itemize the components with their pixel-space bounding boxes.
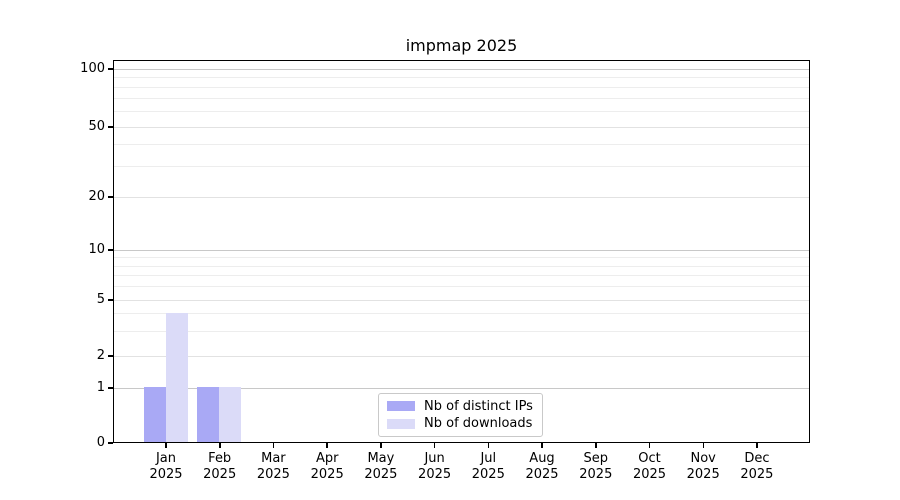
- y-tick-label: 2: [96, 348, 105, 363]
- y-tick-mark: [108, 249, 113, 251]
- y-tick-mark: [108, 196, 113, 198]
- x-tick-mark: [595, 443, 597, 448]
- x-tick-mark: [219, 443, 221, 448]
- y-tick-mark: [108, 299, 113, 301]
- gridline-major: [114, 68, 809, 70]
- gridline-major: [114, 387, 809, 389]
- x-tick-label: May 2025: [364, 451, 398, 482]
- chart-title: impmap 2025: [405, 36, 518, 55]
- legend-swatch-nb-of-distinct-ips: [387, 401, 415, 412]
- x-tick-label: Nov 2025: [686, 451, 720, 482]
- x-tick-label: Jun 2025: [418, 451, 452, 482]
- gridline-minor: [114, 77, 809, 79]
- gridline-minor: [114, 111, 809, 113]
- gridline-minor: [114, 313, 809, 315]
- bar-nb-of-distinct-ips: [197, 387, 220, 442]
- x-tick-mark: [272, 443, 275, 448]
- y-tick-label: 0: [96, 435, 105, 450]
- gridline-major: [114, 249, 809, 251]
- legend-label: Nb of distinct IPs: [424, 398, 533, 414]
- gridline-minor: [114, 286, 809, 288]
- gridline-minor: [114, 87, 809, 89]
- x-tick-label: Jul 2025: [471, 451, 505, 482]
- gridline-mid: [114, 196, 809, 198]
- gridline-mid: [114, 355, 809, 357]
- x-tick-mark: [756, 443, 758, 448]
- x-tick-mark: [702, 443, 704, 448]
- x-tick-mark: [433, 443, 436, 448]
- gridline-minor: [114, 143, 809, 145]
- gridline-minor: [114, 275, 809, 277]
- legend: Nb of distinct IPs Nb of downloads: [378, 393, 543, 437]
- y-tick-mark: [108, 126, 113, 128]
- gridline-minor: [114, 98, 809, 100]
- bar-nb-of-distinct-ips: [143, 387, 166, 442]
- y-tick-label: 1: [96, 380, 105, 395]
- bar-nb-of-downloads: [165, 312, 188, 442]
- y-tick-label: 10: [88, 242, 105, 257]
- legend-swatch-nb-of-downloads: [387, 418, 415, 429]
- x-tick-mark: [541, 443, 543, 448]
- y-tick-mark: [108, 68, 113, 70]
- y-tick-label: 100: [80, 61, 105, 76]
- legend-row: Nb of downloads: [387, 416, 534, 431]
- gridline-minor: [114, 265, 809, 267]
- bar-nb-of-downloads: [219, 387, 242, 442]
- y-tick-mark: [108, 355, 113, 357]
- x-tick-label: Aug 2025: [525, 451, 559, 482]
- x-tick-mark: [648, 443, 651, 448]
- legend-label: Nb of downloads: [424, 416, 533, 432]
- x-tick-label: Oct 2025: [632, 451, 667, 482]
- x-tick-mark: [380, 443, 382, 448]
- y-tick-label: 20: [88, 189, 105, 204]
- x-tick-label: Feb 2025: [203, 451, 237, 482]
- y-tick-label: 50: [88, 119, 105, 134]
- x-tick-mark: [487, 443, 490, 448]
- gridline-minor: [114, 330, 809, 332]
- y-tick-mark: [108, 387, 113, 389]
- gridline-minor: [114, 165, 809, 167]
- gridline-mid: [114, 126, 809, 128]
- y-tick-mark: [108, 442, 113, 444]
- x-tick-mark: [326, 443, 328, 448]
- gridline-mid: [114, 299, 809, 301]
- x-tick-label: Jan 2025: [149, 451, 183, 482]
- gridline-minor: [114, 257, 809, 259]
- x-tick-label: Apr 2025: [310, 451, 344, 482]
- plot-area: [113, 60, 810, 443]
- y-tick-label: 5: [96, 292, 105, 307]
- x-tick-label: Mar 2025: [256, 451, 290, 482]
- legend-row: Nb of distinct IPs: [387, 399, 534, 414]
- x-tick-label: Dec 2025: [740, 451, 774, 482]
- x-tick-mark: [165, 443, 167, 448]
- x-tick-label: Sep 2025: [579, 451, 613, 482]
